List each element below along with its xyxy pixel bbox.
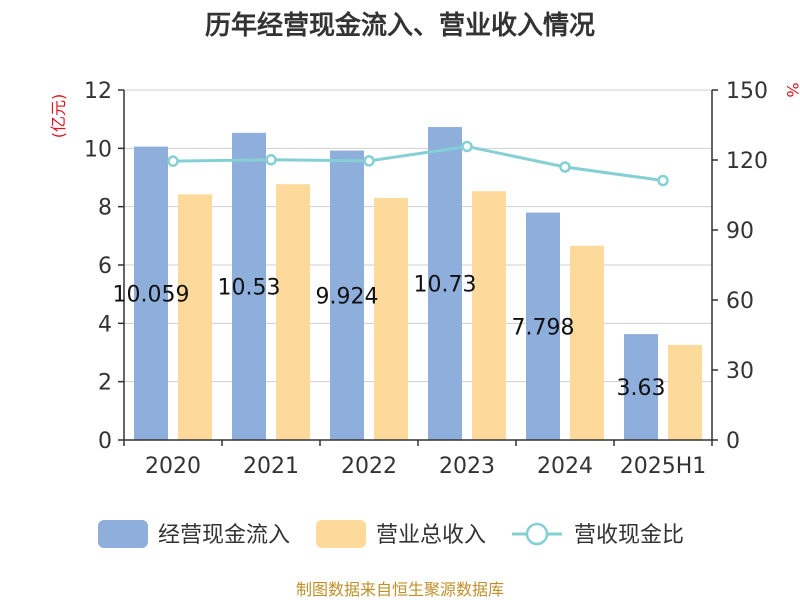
- right-tick-label: 60: [726, 289, 754, 314]
- ratio-point: [461, 140, 473, 153]
- grid: [124, 89, 712, 383]
- legend-label-ratio: 营收现金比: [574, 523, 684, 548]
- x-tick-label: 2021: [243, 454, 299, 479]
- revenue-bar: [472, 191, 506, 440]
- cash-inflow-value-label: 7.798: [512, 315, 575, 340]
- revenue-bar: [178, 194, 212, 440]
- revenue-bar: [570, 245, 604, 440]
- cash-inflow-value-label: 10.059: [113, 282, 190, 307]
- legend-label-cash-inflow: 经营现金流入: [158, 523, 290, 548]
- cash-inflow-bar: [330, 150, 364, 441]
- x-tick-label: 2025H1: [620, 454, 707, 479]
- left-tick-label: 8: [98, 196, 112, 221]
- x-tick-label: 2020: [145, 454, 201, 479]
- right-tick-label: 30: [726, 359, 754, 384]
- legend-swatch-ratio-marker: [525, 522, 549, 546]
- revenue-bar: [668, 344, 702, 440]
- right-tick-label: 150: [726, 79, 768, 104]
- ratio-point: [657, 174, 669, 187]
- revenue-bar: [374, 197, 408, 440]
- legend-swatch-cash-inflow: [98, 520, 148, 548]
- ratio-point: [363, 155, 375, 167]
- bars: [134, 127, 702, 441]
- ratio-point: [265, 154, 277, 166]
- left-axis-unit: (亿元): [49, 94, 68, 139]
- x-tick-label: 2024: [537, 454, 593, 479]
- right-tick-label: 90: [726, 219, 754, 244]
- x-tick-label: 2023: [439, 454, 495, 479]
- revenue-bar: [276, 184, 310, 440]
- cash-inflow-bar: [526, 212, 560, 440]
- left-tick-label: 2: [98, 371, 112, 396]
- cash-inflow-bar: [624, 334, 658, 440]
- right-axis-unit: %: [783, 82, 800, 97]
- cash-inflow-bar: [232, 132, 266, 440]
- right-tick-label: 120: [726, 149, 768, 174]
- cash-inflow-value-label: 10.53: [218, 275, 281, 300]
- left-tick-label: 4: [98, 312, 112, 337]
- cash-inflow-value-label: 10.73: [414, 273, 477, 298]
- left-tick-label: 12: [84, 79, 112, 104]
- left-tick-label: 0: [98, 429, 112, 454]
- ratio-line-group: [167, 140, 669, 187]
- bar-labels: 10.059 10.53 9.924 10.73 7.798 3.63: [113, 273, 666, 402]
- cash-inflow-value-label: 3.63: [617, 376, 666, 401]
- left-tick-label: 6: [98, 254, 112, 279]
- left-tick-label: 10: [84, 137, 112, 162]
- chart-title: 历年经营现金流入、营业收入情况: [205, 10, 595, 41]
- legend: 经营现金流入 营业总收入 营收现金比: [98, 520, 684, 548]
- x-tick-label: 2022: [341, 454, 397, 479]
- cash-inflow-bar: [428, 127, 462, 441]
- cash-inflow-bar: [134, 146, 168, 441]
- data-source: 制图数据来自恒生聚源数据库: [296, 580, 504, 599]
- ratio-point: [559, 161, 571, 173]
- ratio-line: [172, 144, 664, 183]
- legend-label-revenue: 营业总收入: [376, 523, 486, 548]
- right-tick-label: 0: [726, 429, 740, 454]
- cash-inflow-value-label: 9.924: [316, 284, 379, 309]
- legend-swatch-revenue: [316, 520, 366, 548]
- ratio-point: [167, 155, 179, 167]
